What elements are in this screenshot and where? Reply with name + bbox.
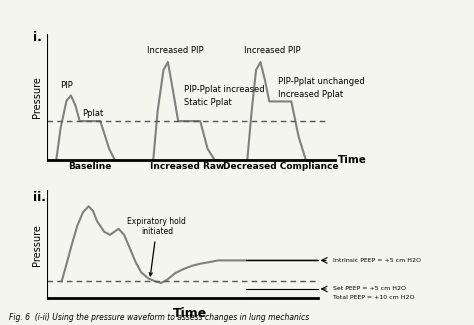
- Text: Increased PIP: Increased PIP: [147, 46, 203, 56]
- Text: ii.: ii.: [33, 191, 46, 204]
- Text: Pplat: Pplat: [82, 110, 104, 118]
- Text: PIP: PIP: [60, 81, 73, 90]
- Text: Time: Time: [338, 155, 367, 165]
- Text: Increased Pplat: Increased Pplat: [278, 90, 343, 99]
- Text: Fig. 6  (i-ii) Using the pressure waveform to assess changes in lung mechanics: Fig. 6 (i-ii) Using the pressure wavefor…: [9, 313, 310, 322]
- Text: Pressure: Pressure: [32, 225, 43, 266]
- Text: PIP-Pplat increased: PIP-Pplat increased: [184, 84, 264, 94]
- Text: PIP-Pplat unchanged: PIP-Pplat unchanged: [278, 77, 365, 86]
- Text: i.: i.: [33, 31, 42, 44]
- Text: Pressure: Pressure: [32, 77, 42, 118]
- Text: Static Pplat: Static Pplat: [184, 98, 232, 107]
- Text: Total PEEP = +10 cm H2O: Total PEEP = +10 cm H2O: [333, 295, 415, 301]
- Text: Set PEEP = +5 cm H2O: Set PEEP = +5 cm H2O: [333, 286, 406, 292]
- Text: Baseline: Baseline: [68, 162, 112, 171]
- Text: Intrinsic PEEP = +5 cm H2O: Intrinsic PEEP = +5 cm H2O: [333, 258, 421, 263]
- Text: Expiratory hold
initiated: Expiratory hold initiated: [128, 217, 186, 276]
- Text: Increased Raw: Increased Raw: [150, 162, 224, 171]
- Text: Decreased Compliance: Decreased Compliance: [223, 162, 339, 171]
- Text: Time: Time: [173, 307, 207, 320]
- Text: Increased PIP: Increased PIP: [244, 46, 301, 56]
